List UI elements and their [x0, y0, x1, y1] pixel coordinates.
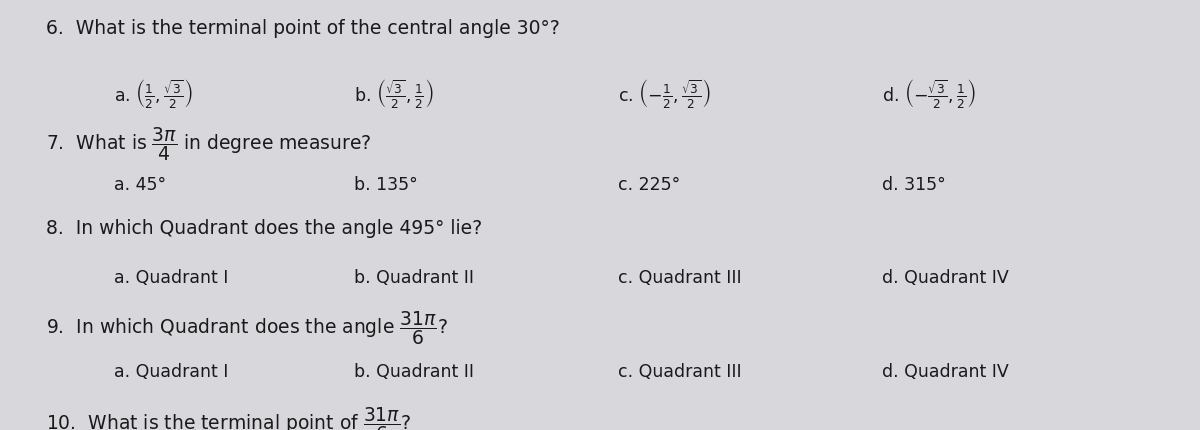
- Text: a. 45°: a. 45°: [114, 176, 166, 194]
- Text: 8.  In which Quadrant does the angle 495° lie?: 8. In which Quadrant does the angle 495°…: [46, 219, 481, 238]
- Text: 6.  What is the terminal point of the central angle 30°?: 6. What is the terminal point of the cen…: [46, 19, 559, 38]
- Text: b. Quadrant II: b. Quadrant II: [354, 363, 474, 381]
- Text: 9.  In which Quadrant does the angle $\dfrac{31\pi}{6}$?: 9. In which Quadrant does the angle $\df…: [46, 310, 448, 347]
- Text: c. $\left(-\frac{1}{2}, \frac{\sqrt{3}}{2}\right)$: c. $\left(-\frac{1}{2}, \frac{\sqrt{3}}{…: [618, 77, 710, 111]
- Text: d. 315°: d. 315°: [882, 176, 946, 194]
- Text: b. $\left(\frac{\sqrt{3}}{2}, \frac{1}{2}\right)$: b. $\left(\frac{\sqrt{3}}{2}, \frac{1}{2…: [354, 77, 433, 111]
- Text: 10.  What is the terminal point of $\dfrac{31\pi}{6}$?: 10. What is the terminal point of $\dfra…: [46, 405, 410, 430]
- Text: a. Quadrant I: a. Quadrant I: [114, 363, 228, 381]
- Text: a. Quadrant I: a. Quadrant I: [114, 269, 228, 287]
- Text: a. $\left(\frac{1}{2}, \frac{\sqrt{3}}{2}\right)$: a. $\left(\frac{1}{2}, \frac{\sqrt{3}}{2…: [114, 77, 193, 111]
- Text: d. $\left(-\frac{\sqrt{3}}{2}, \frac{1}{2}\right)$: d. $\left(-\frac{\sqrt{3}}{2}, \frac{1}{…: [882, 77, 976, 111]
- Text: c. 225°: c. 225°: [618, 176, 680, 194]
- Text: c. Quadrant III: c. Quadrant III: [618, 363, 742, 381]
- Text: d. Quadrant IV: d. Quadrant IV: [882, 269, 1009, 287]
- Text: d. Quadrant IV: d. Quadrant IV: [882, 363, 1009, 381]
- Text: c. Quadrant III: c. Quadrant III: [618, 269, 742, 287]
- Text: b. 135°: b. 135°: [354, 176, 418, 194]
- Text: 7.  What is $\dfrac{3\pi}{4}$ in degree measure?: 7. What is $\dfrac{3\pi}{4}$ in degree m…: [46, 125, 371, 163]
- Text: b. Quadrant II: b. Quadrant II: [354, 269, 474, 287]
